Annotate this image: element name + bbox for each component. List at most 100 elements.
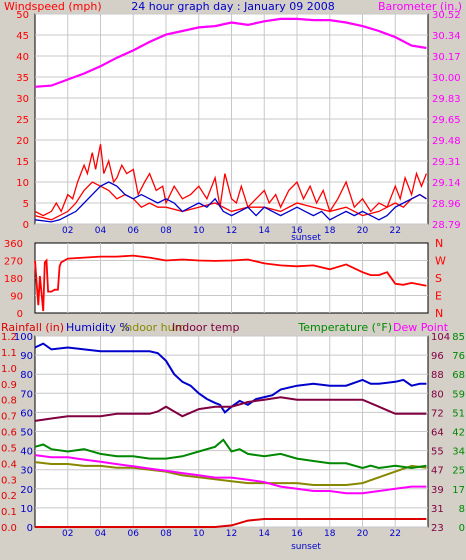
- direction-tick-label: 0: [17, 309, 23, 320]
- humidity-tick-label: 50: [20, 428, 33, 439]
- barometer-tick-label: 30.52: [432, 10, 461, 21]
- windspeed-tick-label: 5: [23, 199, 29, 210]
- hour-tick-label: 20: [357, 529, 369, 539]
- humidity-tick-label: 70: [20, 389, 33, 400]
- hour-tick-label: 10: [193, 226, 205, 236]
- barometer-tick-label: 29.31: [432, 157, 461, 168]
- dewpoint-tick-label: 85: [452, 332, 465, 343]
- rainfall-tick-label: 0.1: [1, 507, 17, 518]
- sunset-label-top: sunset: [291, 233, 321, 243]
- barometer-tick-label: 29.14: [432, 178, 461, 189]
- humidity-tick-label: 100: [14, 332, 33, 343]
- windspeed-tick-label: 35: [16, 73, 29, 84]
- dewpoint-tick-label: 17: [452, 485, 465, 496]
- windspeed-axis-label: Windspeed (mph): [4, 0, 102, 13]
- series-line-direction: [34, 254, 427, 312]
- hour-tick-label: 02: [62, 529, 73, 539]
- direction-tick-label: 360: [4, 239, 23, 250]
- rainfall-tick-label: 0.5: [1, 443, 17, 454]
- temperature-tick-label: 96: [431, 351, 444, 362]
- indoor-temp-legend: Indoor temp: [172, 321, 239, 334]
- direction-tick-label: 270: [4, 257, 23, 268]
- hour-tick-label: 04: [95, 226, 107, 236]
- compass-label: N: [435, 237, 443, 250]
- hour-tick-label: 18: [324, 529, 336, 539]
- windspeed-tick-label: 25: [16, 115, 29, 126]
- barometer-tick-label: 29.65: [432, 115, 461, 126]
- windspeed-tick-label: 40: [16, 52, 29, 63]
- hour-tick-label: 20: [357, 226, 369, 236]
- rainfall-tick-label: 0.6: [1, 428, 17, 439]
- humidity-tick-label: 30: [20, 466, 33, 477]
- windspeed-tick-label: 20: [16, 136, 29, 147]
- sunset-label-bottom: sunset: [291, 542, 321, 552]
- temperature-tick-label: 55: [431, 447, 444, 458]
- dewpoint-axis-label: Dew Point: [393, 321, 449, 334]
- barometer-tick-label: 30.17: [432, 52, 461, 63]
- humidity-tick-label: 60: [20, 408, 33, 419]
- temperature-axis-label: Temperature (°F): [297, 321, 392, 334]
- compass-label: N: [435, 307, 443, 320]
- temperature-tick-label: 47: [431, 466, 444, 477]
- rainfall-tick-label: 0.0: [1, 523, 17, 534]
- hour-tick-label: 18: [324, 226, 336, 236]
- humidity-tick-label: 0: [27, 523, 33, 534]
- dewpoint-tick-label: 59: [452, 389, 465, 400]
- hour-tick-label: 16: [291, 226, 303, 236]
- hour-tick-label: 12: [226, 529, 237, 539]
- humidity-tick-label: 80: [20, 370, 33, 381]
- series-line-rainfall: [35, 518, 427, 528]
- graph-title: 24 hour graph day : January 09 2008: [131, 0, 335, 13]
- rain-temp-plot-series: [34, 342, 427, 528]
- dewpoint-tick-label: 51: [452, 408, 465, 419]
- wind-plot-grid: [35, 13, 428, 225]
- direction-plot-series: [34, 254, 427, 312]
- temperature-tick-label: 64: [431, 428, 444, 439]
- windspeed-tick-label: 15: [16, 157, 29, 168]
- series-line-wind: [34, 181, 427, 221]
- barometer-tick-label: 28.96: [432, 199, 461, 210]
- series-line-barometer: [34, 17, 427, 88]
- series-line-indoor_hum: [34, 461, 427, 486]
- rainfall-tick-label: 1.2: [1, 332, 17, 343]
- series-line-humidity: [34, 342, 427, 414]
- hour-tick-label: 08: [160, 226, 172, 236]
- rainfall-axis-label: Rainfall (in): [1, 321, 64, 334]
- series-line-dew_point: [34, 454, 427, 495]
- hour-tick-label: 06: [128, 226, 140, 236]
- indoor-hum-legend: Indoor hum: [122, 321, 185, 334]
- hour-tick-label: 10: [193, 529, 205, 539]
- series-line-gust: [34, 144, 428, 217]
- barometer-tick-label: 30.34: [432, 31, 461, 42]
- compass-label: E: [435, 290, 442, 303]
- windspeed-tick-label: 30: [16, 94, 29, 105]
- hour-tick-label: 22: [390, 226, 401, 236]
- windspeed-tick-label: 50: [16, 10, 29, 21]
- rainfall-tick-label: 0.3: [1, 475, 17, 486]
- humidity-tick-label: 40: [20, 447, 33, 458]
- hour-tick-label: 04: [95, 529, 107, 539]
- dewpoint-tick-label: 8: [459, 504, 465, 515]
- temperature-tick-label: 88: [431, 370, 444, 381]
- direction-tick-label: 180: [4, 274, 23, 285]
- rainfall-tick-label: 0.9: [1, 380, 17, 391]
- humidity-tick-label: 90: [20, 351, 33, 362]
- rain-temp-plot-ticks: 0.0 0.1 0.2 0.3 0.4 0.5 0.6 0.7 0.8 0.9 1.0 1.1 1.2 0…: [1, 332, 465, 539]
- rainfall-tick-label: 1.1: [1, 348, 17, 359]
- hour-tick-label: 14: [259, 226, 271, 236]
- hour-tick-label: 06: [128, 529, 140, 539]
- dewpoint-tick-label: 0: [459, 523, 465, 534]
- humidity-axis-label: Humidity %: [66, 321, 130, 334]
- rainfall-tick-label: 0.2: [1, 491, 17, 502]
- barometer-tick-label: 28.79: [432, 220, 461, 231]
- series-line-avg_wind: [34, 181, 427, 223]
- temperature-tick-label: 39: [431, 485, 444, 496]
- direction-tick-label: 90: [10, 292, 23, 303]
- temperature-tick-label: 72: [431, 408, 444, 419]
- dewpoint-tick-label: 34: [452, 447, 465, 458]
- barometer-axis-label: Barometer (in.): [378, 0, 462, 13]
- windspeed-tick-label: 0: [23, 220, 29, 231]
- rainfall-tick-label: 0.4: [1, 459, 17, 470]
